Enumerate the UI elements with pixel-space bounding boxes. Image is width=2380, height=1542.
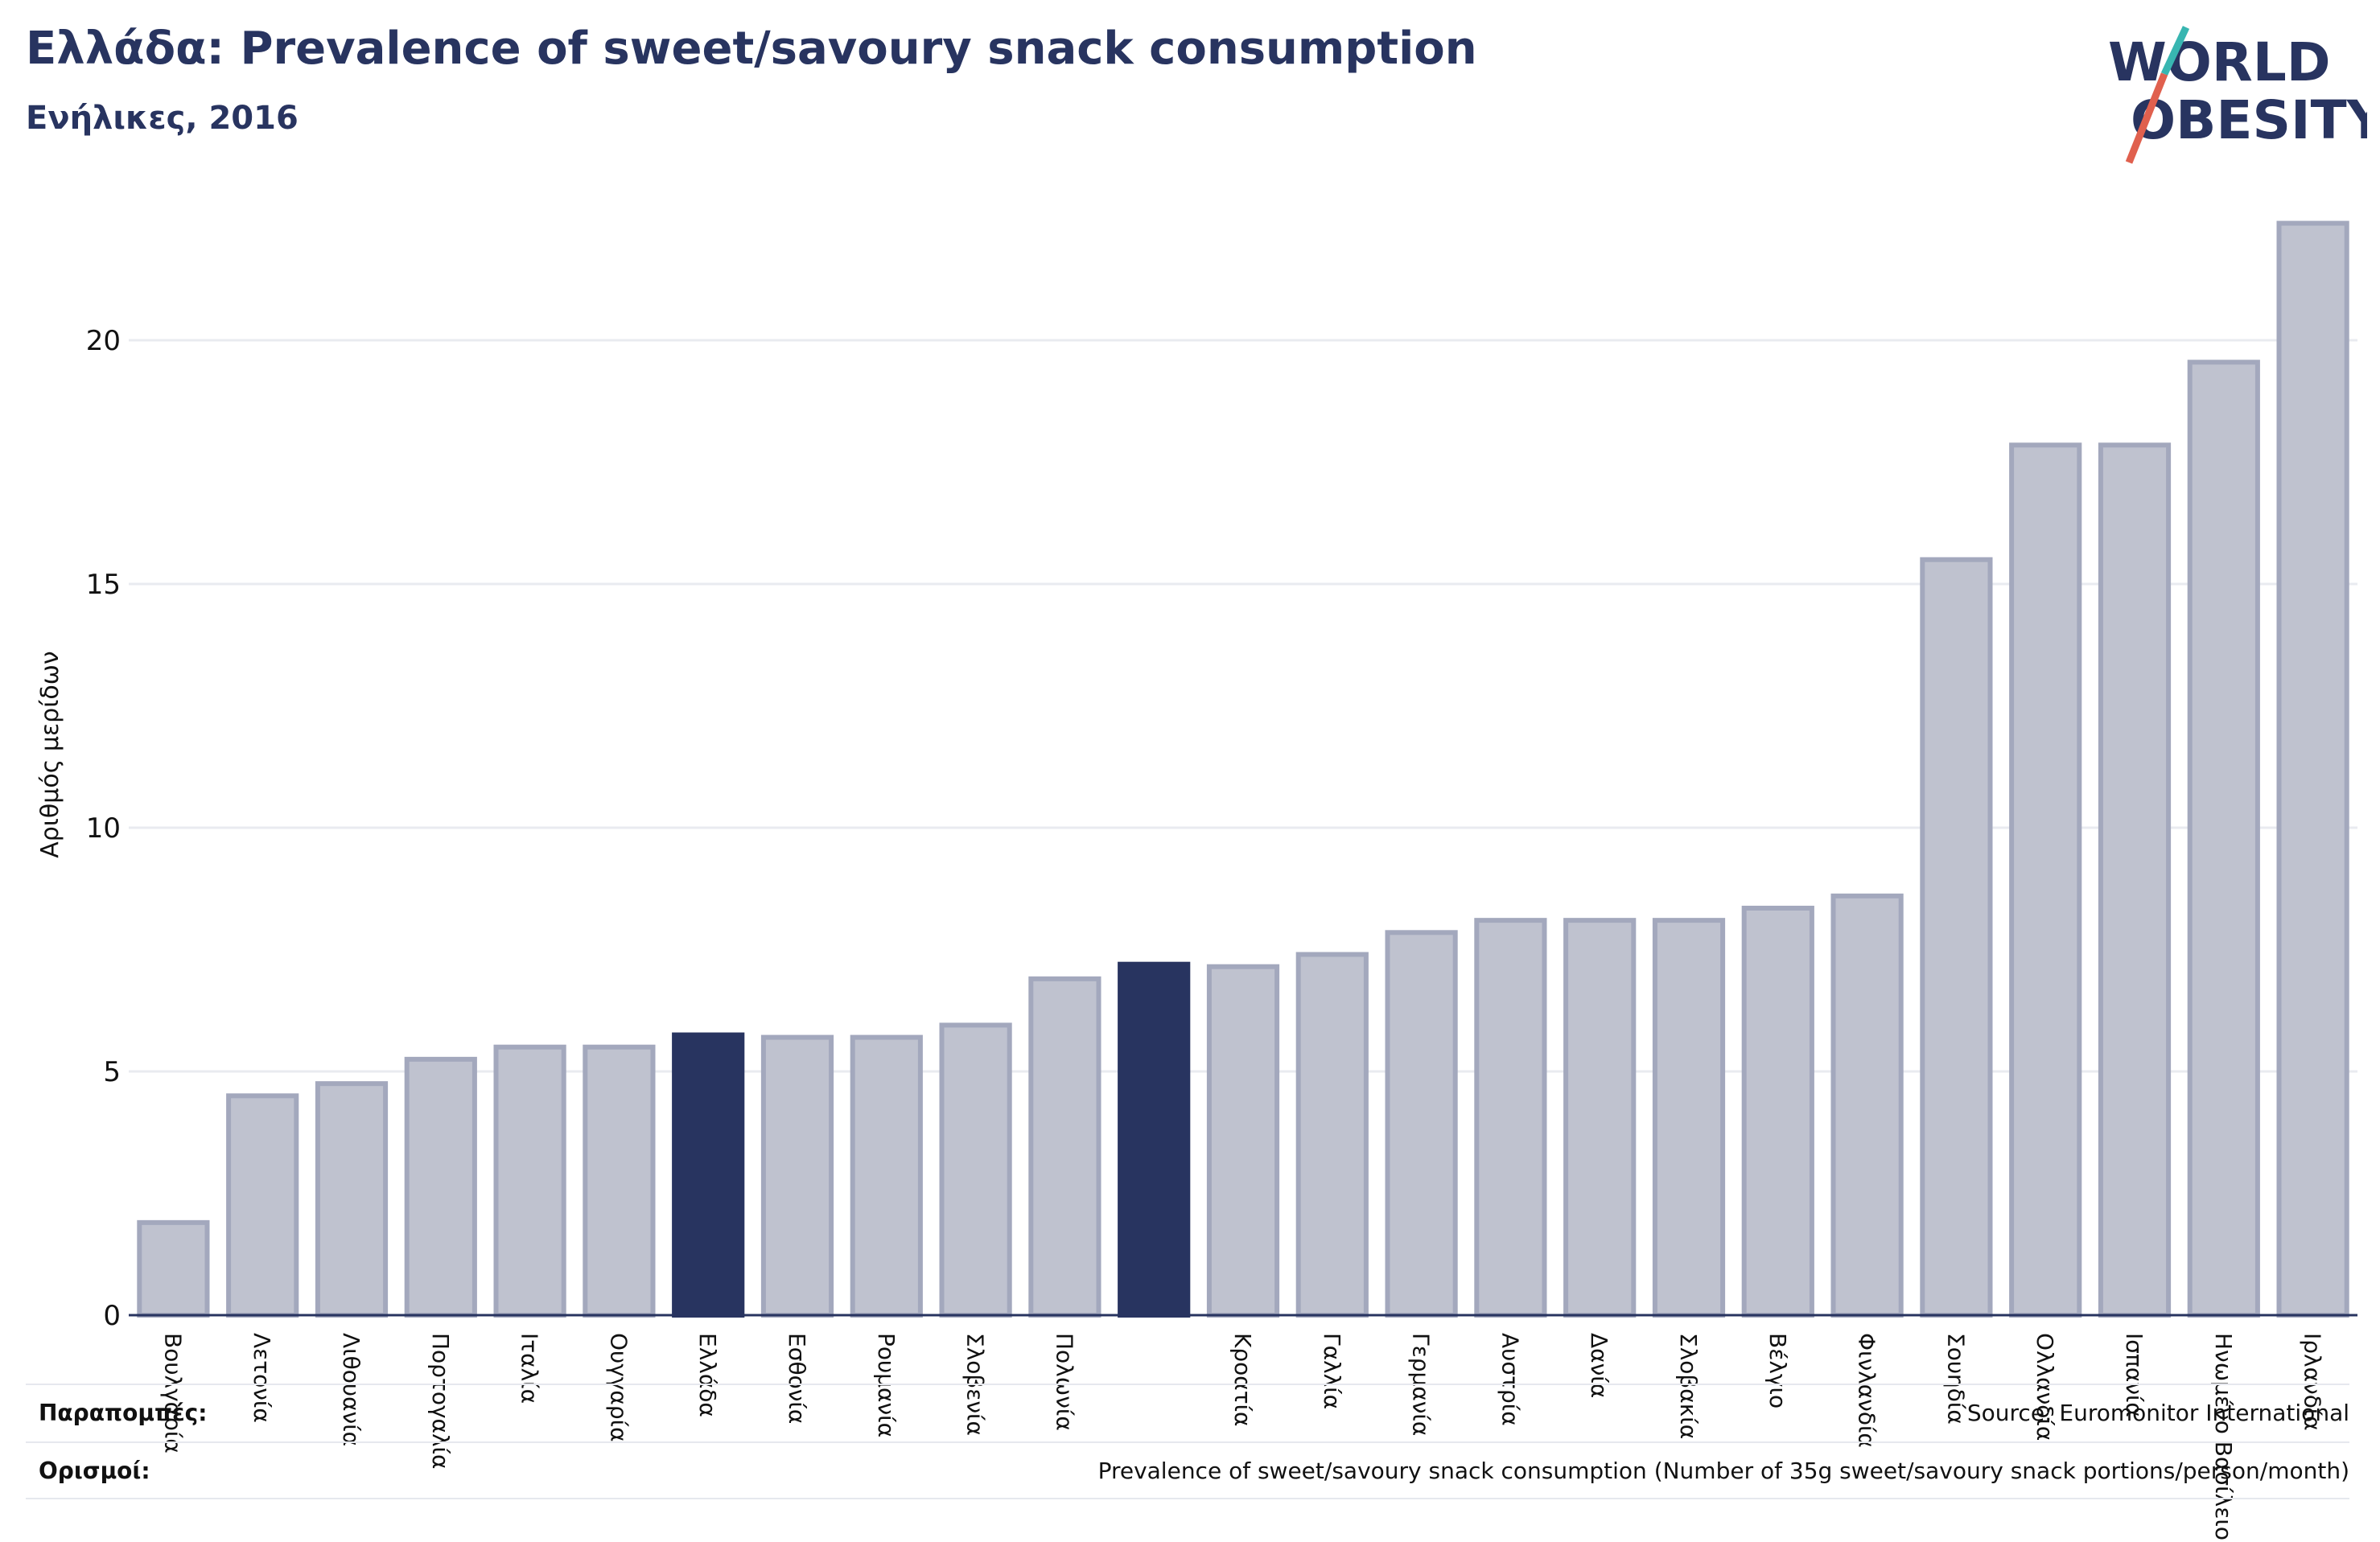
logo-slash-teal [2160, 26, 2190, 76]
bar-Ελλάδα [672, 1032, 745, 1318]
page-subtitle: Ενήλικες, 2016 [26, 100, 299, 137]
bar-Ουγγαρία [583, 1044, 656, 1318]
references-value: Source: Euromonitor International [1966, 1400, 2349, 1426]
x-axis-labels: Βουλγαρία Λετονία Λιθουανία Πορτογαλία Ιταλί… [159, 1333, 2325, 1540]
x-tick-label: Πορτογαλία [427, 1333, 454, 1469]
bar-Πολωνία [1028, 976, 1101, 1318]
x-tick-label: Ιρλανδία [2300, 1333, 2326, 1431]
page-title: Ελλάδα: Prevalence of sweet/savoury snac… [26, 23, 1477, 75]
x-tick-label: Ηνωμένο Βασίλειο [2210, 1333, 2237, 1540]
bar-Σουηδία [1920, 557, 1993, 1318]
bar-Γαλλία [1295, 952, 1369, 1318]
x-tick-label: Ολλανδία [2032, 1333, 2058, 1441]
definitions-value: Prevalence of sweet/savoury snack consum… [1097, 1458, 2349, 1484]
x-tick-label: Ελλάδα [694, 1333, 721, 1417]
x-tick-label: Ιταλία [517, 1333, 543, 1404]
x-tick-label: Βέλγιο [1764, 1333, 1791, 1408]
bar-Σλοβενία [939, 1022, 1012, 1318]
bar-Ιταλία [493, 1044, 566, 1318]
x-tick-label: Λιθουανία [338, 1333, 364, 1446]
logo-slash-red [2125, 72, 2168, 164]
x-tick-label: Σουηδία [1942, 1333, 1969, 1425]
bar-Εσθονία [760, 1034, 834, 1318]
x-tick-label: Λετονία [249, 1333, 275, 1423]
x-tick-label: Πολωνία [1051, 1333, 1077, 1431]
y-axis-label: Αριθμός μερίδων [36, 651, 64, 857]
bar-Λετονία [226, 1093, 299, 1318]
bar-Σλοβακία [1652, 918, 1726, 1318]
x-tick-label: Ουγγαρία [605, 1333, 632, 1442]
x-tick-label: Δανία [1586, 1333, 1612, 1398]
x-tick-label: Φινλανδία [1854, 1333, 1880, 1448]
bars [137, 220, 2349, 1318]
bar-unlabeled [1118, 961, 1191, 1318]
x-tick-label: Ισπανία [2121, 1333, 2147, 1417]
bar-Βέλγιο [1741, 905, 1814, 1318]
references-label: Παραπομπές: [39, 1400, 208, 1426]
bar-Πορτογαλία [404, 1056, 477, 1318]
logo-line1: WORLD [2108, 31, 2331, 93]
footer-divider [26, 1498, 2349, 1499]
definitions-row: Ορισμοί: Prevalence of sweet/savoury sna… [26, 1441, 2349, 1501]
bar-Ιρλανδία [2276, 220, 2349, 1318]
definitions-label: Ορισμοί: [39, 1458, 150, 1484]
y-tick-label: 20 [86, 325, 121, 357]
world-obesity-logo: WORLD OBESITY [2108, 26, 2367, 164]
x-tick-label: Αυστρία [1497, 1333, 1523, 1426]
bar-Λιθουανία [315, 1081, 389, 1318]
x-tick-label: Σλοβακία [1675, 1333, 1702, 1439]
bar-Κροατία [1206, 964, 1280, 1318]
x-tick-label: Ρουμανία [873, 1333, 900, 1437]
bar-Φινλανδία [1830, 893, 1904, 1318]
y-tick-label: 15 [86, 569, 121, 601]
bar-Ισπανία [2098, 442, 2172, 1318]
x-tick-label: Κροατία [1229, 1333, 1256, 1427]
bar-Δανία [1563, 918, 1637, 1318]
bar-Ολλανδία [2009, 442, 2082, 1318]
y-tick-label: 5 [103, 1056, 121, 1088]
y-tick-label: 10 [86, 812, 121, 845]
bar-Αυστρία [1474, 918, 1547, 1318]
x-tick-label: Βουλγαρία [159, 1333, 186, 1454]
bar-Βουλγαρία [137, 1219, 210, 1318]
x-tick-label: Γαλλία [1319, 1333, 1345, 1409]
y-axis-ticks: 0 5 10 15 20 [86, 325, 121, 1332]
x-tick-label: Εσθονία [784, 1333, 810, 1424]
references-row: Παραπομπές: Source: Euromonitor Internat… [26, 1384, 2349, 1443]
y-tick-label: 0 [103, 1300, 121, 1332]
bar-Ηνωμένο Βασίλειο [2187, 360, 2260, 1318]
logo-line2: OBESITY [2131, 89, 2367, 151]
bar-Ρουμανία [850, 1034, 923, 1318]
bar-Γερμανία [1385, 930, 1458, 1318]
